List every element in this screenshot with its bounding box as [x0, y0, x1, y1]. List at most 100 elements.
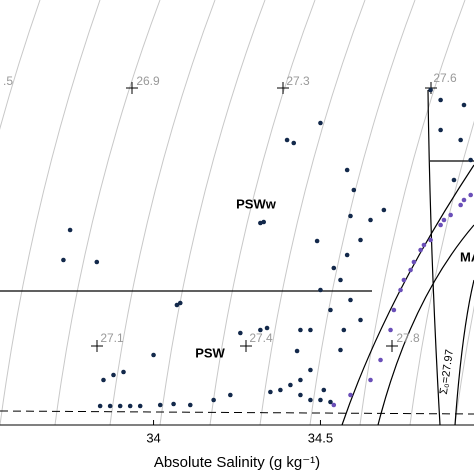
boundary-curve — [427, 89, 441, 426]
point — [418, 247, 423, 253]
point — [461, 102, 467, 108]
point — [461, 197, 467, 203]
cross — [240, 340, 252, 352]
contour-label: 26.9 — [136, 74, 160, 88]
point — [421, 242, 427, 248]
point — [268, 389, 273, 395]
isopycnal — [309, 0, 416, 426]
isopycnal — [359, 0, 466, 426]
point — [94, 259, 100, 265]
point — [321, 387, 327, 393]
cross — [277, 82, 289, 94]
contour-label: 27.8 — [396, 331, 420, 345]
point — [468, 192, 473, 198]
point — [351, 187, 357, 193]
point — [298, 392, 303, 398]
point — [338, 347, 343, 353]
point — [458, 137, 463, 143]
point — [448, 212, 453, 218]
point — [428, 87, 433, 93]
point — [177, 300, 183, 306]
water-mass-label: PSW — [195, 345, 225, 360]
boundary-curve — [377, 224, 474, 426]
water-mass-label: PSWw — [236, 196, 277, 211]
point — [151, 352, 156, 358]
point — [338, 277, 343, 283]
point — [318, 287, 323, 293]
point — [101, 377, 106, 383]
point — [398, 287, 403, 293]
point — [278, 387, 283, 393]
point — [137, 403, 143, 409]
point — [187, 402, 193, 408]
point — [441, 217, 447, 223]
point — [318, 120, 323, 126]
point — [348, 392, 353, 398]
point — [318, 397, 323, 403]
contour-label: 27.6 — [433, 71, 457, 85]
point — [67, 227, 73, 233]
cross — [126, 82, 138, 94]
point — [238, 330, 243, 336]
point — [388, 327, 393, 333]
point — [344, 252, 350, 258]
point — [258, 220, 263, 226]
point — [401, 277, 407, 283]
isopycnal — [0, 0, 41, 130]
point — [451, 177, 457, 183]
contour-label: 27.4 — [249, 331, 273, 345]
point — [328, 307, 333, 313]
point — [117, 403, 123, 409]
boundary-curve — [341, 164, 474, 426]
point — [381, 207, 387, 213]
point — [308, 367, 313, 373]
contour-label: 27.1 — [100, 331, 124, 345]
point — [358, 317, 363, 323]
point — [328, 399, 333, 405]
point — [438, 222, 443, 228]
point — [348, 297, 353, 303]
point — [228, 392, 233, 398]
isopycnal — [109, 0, 216, 426]
point — [127, 403, 133, 409]
isopycnal — [259, 0, 366, 426]
isopycnal — [54, 0, 161, 426]
isopycnal — [0, 0, 101, 426]
point — [294, 348, 300, 354]
point — [298, 327, 303, 333]
point — [107, 403, 113, 409]
x-tick-label: 34 — [146, 430, 160, 445]
point — [331, 265, 337, 271]
point — [428, 237, 433, 243]
point — [341, 327, 347, 333]
crosses — [91, 82, 437, 352]
point — [468, 157, 473, 163]
point — [308, 397, 313, 403]
points — [61, 87, 473, 409]
x-tick-label: 34.5 — [308, 430, 333, 445]
isopycnal-label: Σ₀=27.97 — [438, 349, 456, 396]
water-mass-label: MAW — [460, 249, 474, 264]
point — [344, 167, 350, 173]
contour-label: .5 — [3, 74, 13, 88]
point — [458, 202, 463, 208]
point — [438, 97, 443, 103]
point — [97, 403, 103, 409]
isopycnal — [409, 120, 474, 426]
point — [157, 402, 163, 408]
point — [171, 401, 176, 407]
point — [298, 377, 303, 383]
isopycnal — [159, 0, 266, 426]
boundaries — [0, 89, 474, 426]
point — [288, 382, 293, 388]
point — [348, 213, 353, 219]
point — [264, 325, 270, 331]
point — [368, 217, 373, 223]
point — [314, 238, 320, 244]
point — [61, 257, 66, 263]
point — [258, 327, 263, 333]
isopycnals — [0, 0, 474, 426]
freezing-line — [0, 410, 474, 415]
point — [291, 140, 297, 146]
point — [284, 137, 290, 143]
